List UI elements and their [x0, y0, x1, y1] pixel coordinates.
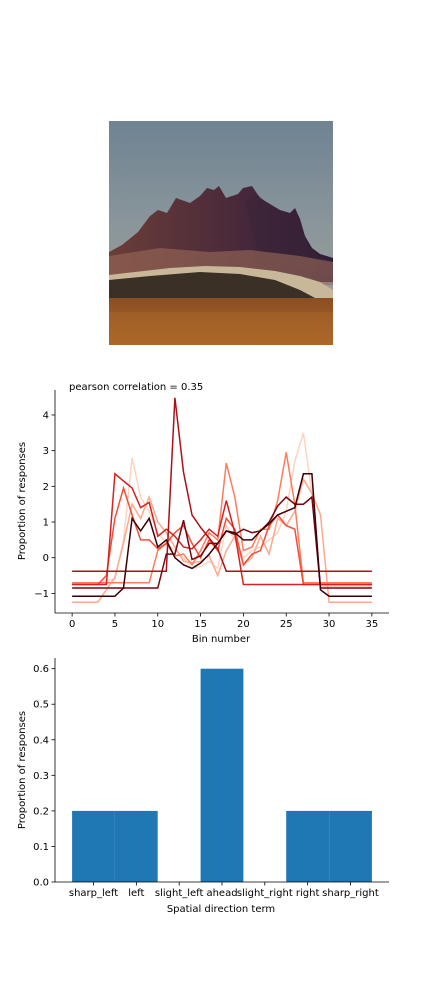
y-tick-label: 0.0 — [33, 878, 49, 889]
x-tick-label: right — [296, 888, 320, 899]
bar-chart: sharp_left left slight_left ahead slight_rig… — [17, 658, 389, 915]
bar-chart-x-axis-label: Spatial direction term — [167, 904, 275, 915]
line-series-3 — [72, 452, 372, 584]
x-tick-label: sharp_right — [322, 888, 379, 899]
bar-chart-y-axis-label: Proportion of responses — [17, 711, 28, 829]
x-tick-label: left — [128, 888, 144, 899]
line-chart-series — [72, 397, 372, 604]
bar-left — [114, 810, 158, 882]
bar-ahead — [200, 668, 244, 882]
y-tick-label: 4 — [43, 410, 49, 421]
bar-right — [286, 810, 329, 882]
y-tick-label: 0.4 — [33, 735, 49, 746]
y-tick-label: 2 — [43, 482, 49, 493]
x-tick-label: 20 — [237, 619, 250, 630]
line-chart-axes: 0 5 10 15 20 25 30 35 −1 0 1 2 3 4 — [34, 390, 389, 630]
line-series-5 — [72, 472, 372, 586]
bar-sharp-left — [72, 810, 115, 882]
x-tick-label: ahead — [206, 888, 237, 899]
y-tick-label: −1 — [34, 589, 49, 600]
x-tick-label: slight_left — [155, 888, 204, 899]
x-tick-label: slight_right — [237, 888, 293, 899]
y-tick-label: 0.1 — [33, 842, 49, 853]
x-tick-label: sharp_left — [69, 888, 118, 899]
x-tick-label: 35 — [366, 619, 379, 630]
bar-chart-bars — [72, 668, 372, 882]
line-series-6 — [72, 397, 372, 573]
x-tick-label: 0 — [69, 619, 75, 630]
y-tick-label: 3 — [43, 446, 49, 457]
y-tick-label: 0.5 — [33, 700, 49, 711]
line-chart-y-axis-label: Proportion of responses — [17, 442, 28, 560]
x-tick-label: 15 — [194, 619, 207, 630]
x-tick-label: 10 — [151, 619, 164, 630]
x-tick-label: 30 — [323, 619, 336, 630]
line-series-8 — [72, 473, 372, 597]
line-chart-title: pearson correlation = 0.35 — [69, 382, 203, 393]
line-series-2 — [72, 477, 372, 604]
x-tick-label: 25 — [280, 619, 293, 630]
y-tick-label: 0.6 — [33, 664, 49, 675]
y-tick-label: 0.2 — [33, 806, 49, 817]
line-chart-x-axis-label: Bin number — [192, 634, 251, 645]
line-series-1 — [72, 432, 372, 587]
bar-chart-axes: sharp_left left slight_left ahead slight_rig… — [33, 658, 389, 899]
line-chart: pearson correlation = 0.35 0 5 10 15 20 25 30 3… — [17, 382, 389, 645]
x-tick-label: 5 — [112, 619, 118, 630]
y-tick-label: 1 — [43, 518, 49, 529]
y-tick-label: 0.3 — [33, 771, 49, 782]
bar-sharp-right — [329, 810, 372, 882]
y-tick-label: 0 — [43, 553, 49, 564]
